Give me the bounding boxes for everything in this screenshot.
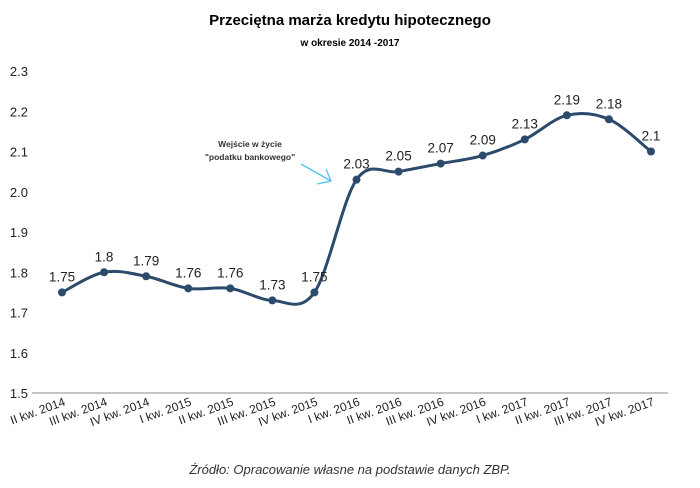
y-tick-label: 2.3 bbox=[10, 64, 28, 79]
y-tick-label: 1.9 bbox=[10, 225, 28, 240]
data-point bbox=[436, 159, 445, 168]
data-point bbox=[604, 115, 613, 124]
annotation-line-1: Wejście w życie bbox=[218, 139, 282, 149]
data-label: 2.09 bbox=[470, 133, 496, 148]
data-point bbox=[352, 175, 361, 184]
data-point bbox=[562, 111, 571, 120]
data-point bbox=[394, 167, 403, 176]
data-label: 2.05 bbox=[385, 149, 411, 164]
series-line bbox=[61, 111, 652, 306]
data-label: 1.76 bbox=[175, 265, 201, 280]
data-point bbox=[226, 284, 235, 293]
data-label: 1.75 bbox=[301, 269, 327, 284]
chart-title: Przeciętna marża kredytu hipotecznego bbox=[209, 12, 491, 29]
y-tick-label: 1.8 bbox=[10, 265, 28, 280]
data-label: 2.03 bbox=[343, 157, 369, 172]
annotation-line-2: "podatku bankowego" bbox=[205, 152, 295, 162]
data-label: 2.18 bbox=[596, 96, 622, 111]
data-label: 2.13 bbox=[512, 116, 538, 131]
y-tick-label: 1.7 bbox=[10, 306, 28, 321]
source-note: Źródło: Opracowanie własne na podstawie … bbox=[189, 462, 511, 477]
data-label: 2.1 bbox=[642, 129, 661, 144]
data-label: 1.73 bbox=[259, 277, 285, 292]
y-tick-label: 2.1 bbox=[10, 145, 28, 160]
data-point bbox=[478, 151, 487, 160]
data-label: 1.75 bbox=[49, 269, 75, 284]
data-point bbox=[647, 147, 655, 156]
data-label: 2.19 bbox=[554, 92, 580, 107]
arrow-icon bbox=[300, 163, 332, 185]
data-point bbox=[58, 288, 66, 297]
data-point bbox=[268, 296, 277, 305]
data-point bbox=[310, 288, 319, 297]
y-tick-label: 1.6 bbox=[10, 346, 28, 361]
data-point bbox=[142, 272, 151, 281]
data-label: 2.07 bbox=[428, 141, 454, 156]
data-label: 1.76 bbox=[217, 265, 243, 280]
data-point bbox=[520, 135, 529, 144]
y-tick-label: 1.5 bbox=[10, 386, 28, 401]
y-tick-label: 2.2 bbox=[10, 104, 28, 119]
chart-subtitle: w okresie 2014 -2017 bbox=[300, 38, 400, 49]
y-tick-label: 2.0 bbox=[10, 185, 28, 200]
data-label: 1.8 bbox=[95, 249, 114, 264]
data-point bbox=[100, 268, 109, 277]
data-point bbox=[184, 284, 193, 293]
data-label: 1.79 bbox=[133, 253, 159, 268]
